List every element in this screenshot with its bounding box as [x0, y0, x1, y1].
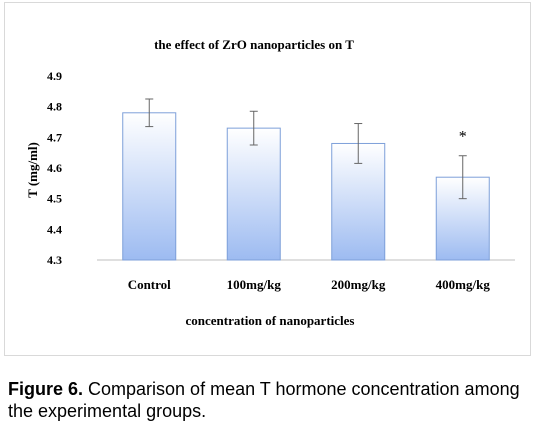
x-tick-label: 400mg/kg	[436, 277, 491, 292]
y-axis-label: T (mg/ml)	[25, 142, 40, 198]
y-tick-label: 4.9	[47, 69, 62, 83]
y-tick-label: 4.5	[47, 192, 62, 206]
y-tick-label: 4.6	[47, 161, 62, 175]
y-tick-label: 4.7	[47, 130, 62, 144]
caption-text: Comparison of mean T hormone concentrati…	[8, 379, 520, 421]
x-tick-label: Control	[128, 277, 171, 292]
bar-chart: the effect of ZrO nanoparticles on T T (…	[25, 37, 515, 328]
y-tick-label: 4.8	[47, 100, 62, 114]
caption-label: Figure 6.	[8, 379, 84, 399]
bar	[226, 127, 281, 261]
x-tick-label: 100mg/kg	[227, 277, 282, 292]
bar	[122, 112, 177, 261]
significance-marker: *	[459, 129, 467, 146]
figure-caption: Figure 6. Comparison of mean T hormone c…	[8, 378, 528, 422]
chart-frame: the effect of ZrO nanoparticles on T T (…	[4, 2, 531, 356]
x-axis-label: concentration of nanoparticles	[186, 313, 355, 328]
chart-title: the effect of ZrO nanoparticles on T	[154, 37, 354, 52]
y-tick-label: 4.3	[47, 253, 62, 267]
y-tick-label: 4.4	[47, 222, 62, 236]
x-tick-label: 200mg/kg	[331, 277, 386, 292]
